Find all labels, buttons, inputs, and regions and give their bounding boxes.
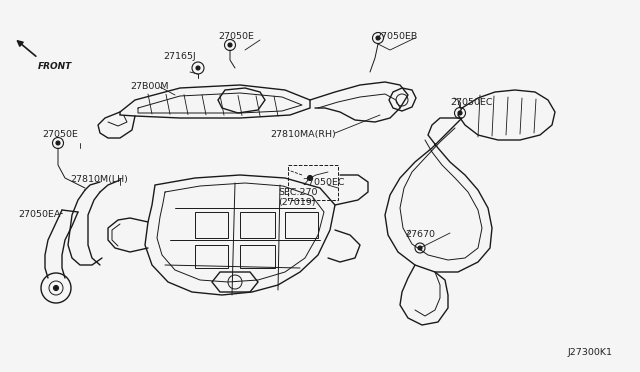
Text: (27019): (27019)	[278, 198, 316, 207]
Circle shape	[228, 43, 232, 47]
Text: 27050EA: 27050EA	[18, 210, 60, 219]
Circle shape	[54, 285, 58, 291]
Text: 27B00M: 27B00M	[130, 82, 168, 91]
Text: 27050E: 27050E	[42, 130, 78, 139]
Circle shape	[376, 36, 380, 40]
Text: 27050EB: 27050EB	[375, 32, 417, 41]
Circle shape	[307, 176, 312, 180]
Circle shape	[418, 246, 422, 250]
Text: 27810MA(RH): 27810MA(RH)	[270, 130, 336, 139]
Text: 27050E: 27050E	[218, 32, 254, 41]
Text: 27670: 27670	[405, 230, 435, 239]
Bar	[288, 165, 338, 200]
Circle shape	[458, 111, 462, 115]
Text: 27050EC: 27050EC	[450, 98, 493, 107]
Text: 27050EC: 27050EC	[302, 178, 344, 187]
Text: 27810M(LH): 27810M(LH)	[70, 175, 128, 184]
Circle shape	[56, 141, 60, 145]
Text: 27165J: 27165J	[163, 52, 196, 61]
Text: FRONT: FRONT	[38, 62, 72, 71]
Circle shape	[196, 66, 200, 70]
Text: SEC.270: SEC.270	[278, 188, 317, 197]
Text: J27300K1: J27300K1	[568, 348, 613, 357]
